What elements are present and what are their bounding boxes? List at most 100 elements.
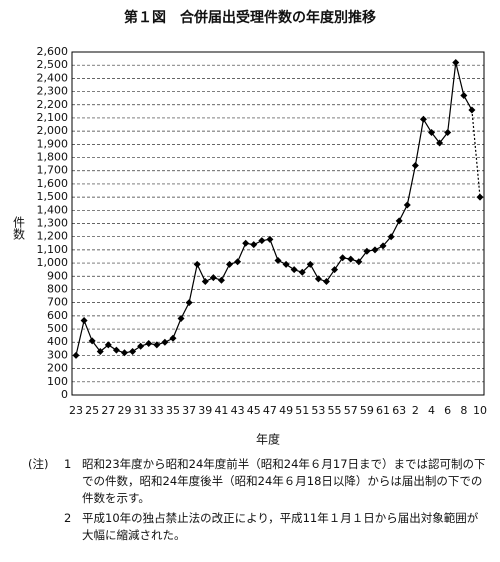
marker (80, 316, 88, 324)
y-tick-label: 1,200 (37, 230, 69, 243)
marker (234, 258, 242, 266)
x-tick-label: 49 (279, 404, 293, 417)
y-tick-label: 2,200 (37, 98, 69, 111)
marker (290, 266, 298, 274)
x-tick-label: 27 (101, 404, 115, 417)
marker (169, 334, 177, 342)
marker (177, 314, 185, 322)
x-tick-label: 35 (166, 404, 180, 417)
marker (331, 266, 339, 274)
note-prefix: (注) (28, 457, 49, 471)
note-number: 1 (64, 457, 72, 471)
x-tick-label: 55 (328, 404, 342, 417)
notes: (注) 1 昭和23年度から昭和24年度前半（昭和24年６月17日まで）までは認… (28, 456, 488, 547)
y-tick-label: 0 (61, 388, 68, 401)
marker (403, 201, 411, 209)
x-tick-label: 61 (376, 404, 390, 417)
x-tick-label: 4 (428, 404, 435, 417)
y-tick-label: 1,000 (37, 256, 69, 269)
plot-frame (71, 51, 485, 396)
marker (258, 237, 266, 245)
note-text: 昭和23年度から昭和24年度前半（昭和24年６月17日まで）までは認可制の下での… (82, 457, 486, 505)
x-tick-label: 39 (198, 404, 212, 417)
y-tick-label: 300 (47, 348, 68, 361)
line-dashed (471, 109, 481, 198)
marker (306, 260, 314, 268)
marker (226, 260, 234, 268)
y-tick-label: 1,100 (37, 243, 69, 256)
marker (104, 341, 112, 349)
marker (201, 278, 209, 286)
x-tick-label: 59 (360, 404, 374, 417)
y-tick-label: 1,700 (37, 164, 69, 177)
y-tick-label: 2,400 (37, 71, 69, 84)
marker (112, 346, 120, 354)
x-tick-label: 31 (134, 404, 148, 417)
marker (266, 235, 274, 243)
x-tick-label: 33 (150, 404, 164, 417)
x-tick-label: 37 (182, 404, 196, 417)
y-tick-label: 1,400 (37, 203, 69, 216)
x-tick-label: 2 (412, 404, 419, 417)
marker (72, 351, 80, 359)
y-axis-label: 件数 (12, 216, 26, 241)
y-tick-label: 100 (47, 375, 68, 388)
marker (395, 217, 403, 225)
x-tick-label: 6 (444, 404, 451, 417)
marker (444, 128, 452, 136)
marker (468, 106, 476, 114)
y-tick-label: 1,800 (37, 151, 69, 164)
marker (355, 258, 363, 266)
marker (120, 349, 128, 357)
marker (88, 337, 96, 345)
x-tick-label: 10 (473, 404, 487, 417)
note-text: 平成10年の独占禁止法の改正により，平成11年１月１日から届出対象範囲が大幅に縮… (82, 511, 479, 542)
y-tick-label: 2,600 (37, 45, 69, 58)
marker (129, 347, 137, 355)
x-tick-label: 23 (69, 404, 83, 417)
x-axis-label: 年度 (256, 432, 280, 447)
marker (387, 233, 395, 241)
chart: 第１図 合併届出受理件数の年度別推移 年度 件数 010020030040050… (12, 9, 488, 447)
marker (363, 247, 371, 255)
y-tick-label: 800 (47, 282, 68, 295)
note: 2 平成10年の独占禁止法の改正により，平成11年１月１日から届出対象範囲が大幅… (28, 510, 488, 544)
y-tick-label: 200 (47, 362, 68, 375)
x-tick-label: 45 (247, 404, 261, 417)
y-tick-label: 600 (47, 309, 68, 322)
y-tick-label: 2,500 (37, 58, 69, 71)
x-tick-label: 51 (295, 404, 309, 417)
marker (242, 239, 250, 247)
marker (161, 338, 169, 346)
x-tick-label: 25 (85, 404, 99, 417)
marker (452, 59, 460, 67)
x-tick-label: 8 (460, 404, 467, 417)
marker (411, 161, 419, 169)
y-tick-label: 1,300 (37, 217, 69, 230)
marker (145, 340, 153, 348)
note: (注) 1 昭和23年度から昭和24年度前半（昭和24年６月17日まで）までは認… (28, 456, 488, 507)
note-spacer (28, 510, 64, 544)
x-tick-label: 41 (214, 404, 228, 417)
x-tick-label: 47 (263, 404, 277, 417)
note-number: 2 (64, 511, 72, 525)
y-tick-label: 900 (47, 269, 68, 282)
y-tick-label: 1,500 (37, 190, 69, 203)
x-tick-label: 29 (117, 404, 131, 417)
marker (419, 115, 427, 123)
marker (339, 254, 347, 262)
marker (379, 242, 387, 250)
y-tick-label: 700 (47, 296, 68, 309)
marker (314, 275, 322, 283)
y-tick-label: 2,300 (37, 85, 69, 98)
marker (209, 274, 217, 282)
marker (217, 276, 225, 284)
marker (137, 342, 145, 350)
x-tick-label: 43 (231, 404, 245, 417)
chart-title: 第１図 合併届出受理件数の年度別推移 (124, 9, 376, 26)
marker (282, 260, 290, 268)
marker (185, 299, 193, 307)
y-tick-label: 2,100 (37, 111, 69, 124)
y-tick-label: 500 (47, 322, 68, 335)
